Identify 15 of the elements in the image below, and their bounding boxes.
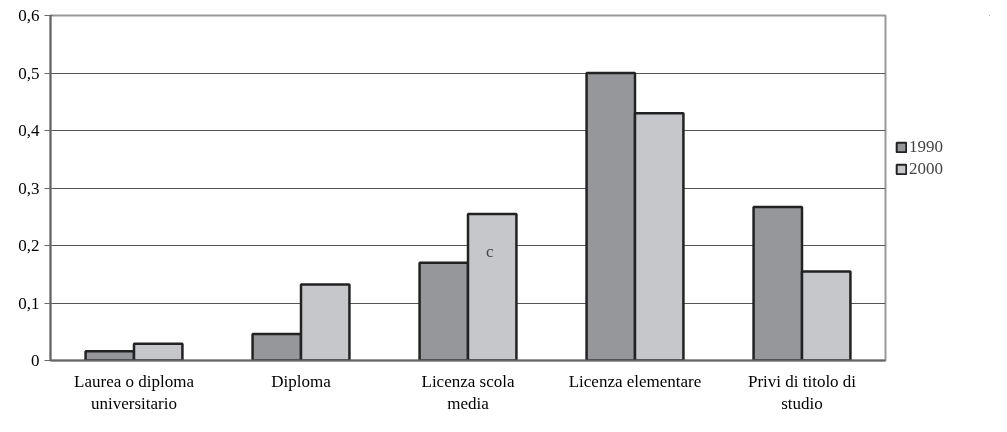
y-tick-label: 0,6 <box>18 6 40 25</box>
annotation: c <box>486 241 495 261</box>
y-tick-label: 0,4 <box>18 121 40 140</box>
x-tick-label: Licenza scola media <box>421 371 515 414</box>
y-tick-label: 0 <box>31 351 40 370</box>
y-tick-label: 0,5 <box>18 63 40 83</box>
x-tick-label: Laurea o diploma universitario <box>74 371 195 414</box>
legend-label: 2000 <box>909 159 943 179</box>
x-tick-label: Diploma <box>271 371 332 391</box>
y-tick-label: 0,1 <box>18 293 40 313</box>
y-tick-label: 0,3 <box>18 178 40 198</box>
y-tick-label: 0,2 <box>18 236 40 255</box>
x-tick-label: Privi di titolo di studio <box>747 371 857 414</box>
x-tick-label: Licenza elementare <box>568 371 702 391</box>
legend-label: 1990 <box>909 137 943 157</box>
